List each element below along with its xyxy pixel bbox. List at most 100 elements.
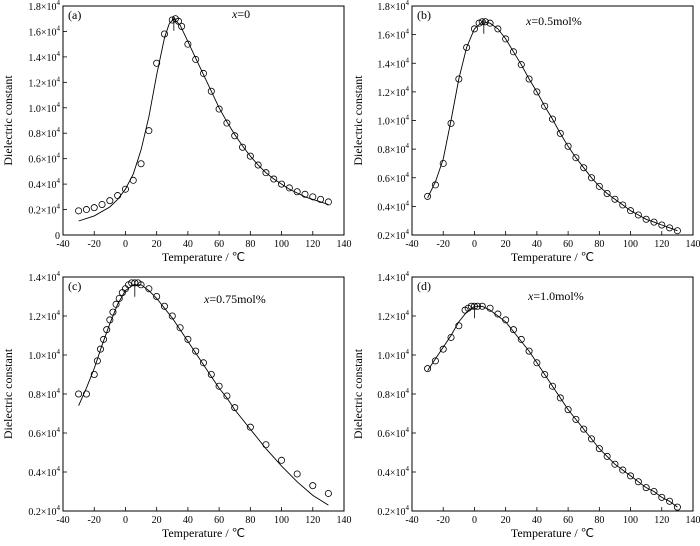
panel-label: (c) — [68, 279, 81, 293]
y-tick-label: 0.6×104 — [377, 426, 409, 440]
data-point — [90, 204, 98, 212]
data-point — [309, 482, 317, 490]
data-point — [278, 456, 286, 464]
data-point — [642, 215, 650, 223]
data-point — [114, 192, 122, 200]
composition-label: x=1.0mol% — [527, 289, 584, 303]
data-point — [223, 119, 231, 127]
data-point — [455, 75, 463, 83]
data-point — [564, 142, 572, 150]
composition-label: x=0.5mol% — [525, 14, 582, 28]
x-tick-label: 60 — [214, 239, 224, 250]
data-point — [90, 370, 98, 378]
y-tick-label: 0.4×104 — [377, 199, 409, 213]
x-tick-label: 120 — [305, 515, 320, 526]
data-point — [642, 484, 650, 492]
data-point — [580, 164, 588, 172]
data-point — [619, 466, 627, 474]
y-tick-label: 0.2×104 — [28, 504, 60, 518]
data-point — [447, 333, 455, 341]
y-tick-label: 0.6×104 — [28, 152, 60, 166]
y-tick-label: 1.4×104 — [28, 50, 60, 64]
data-point — [463, 44, 471, 52]
data-point — [153, 59, 161, 67]
x-tick-label: 20 — [501, 239, 511, 250]
data-point — [478, 18, 486, 26]
data-point — [595, 445, 603, 453]
data-point — [262, 441, 270, 449]
panel-1: -40 -20 0 20 40 60 80 100 120 140 0.2×104 0.4×104 0.… — [351, 0, 700, 264]
data-point — [486, 19, 494, 27]
data-point — [580, 425, 588, 433]
data-point — [246, 152, 254, 160]
data-point — [96, 345, 104, 353]
data-point — [207, 87, 215, 95]
y-tick-label: 0.4×104 — [377, 465, 409, 479]
y-tick-label: 0.8×104 — [377, 142, 409, 156]
y-tick-label: 1.8×104 — [28, 0, 60, 13]
data-point — [470, 25, 478, 33]
y-tick-label: 1.0×104 — [377, 114, 409, 128]
x-axis-title: Temperature / ℃ — [162, 526, 245, 540]
data-point — [658, 493, 666, 501]
data-point — [541, 102, 549, 110]
x-axis-title: Temperature / ℃ — [162, 250, 245, 264]
data-point — [533, 88, 541, 96]
x-tick-label: 120 — [305, 239, 320, 250]
y-tick-label: 1.2×104 — [377, 309, 409, 323]
plot-frame — [62, 5, 345, 236]
x-tick-label: 40 — [532, 239, 542, 250]
data-point — [285, 184, 293, 192]
data-point — [509, 326, 517, 334]
x-tick-label: 40 — [183, 239, 193, 250]
x-tick-label: -20 — [88, 515, 101, 526]
data-point — [293, 470, 301, 478]
x-tick-label: -40 — [56, 515, 69, 526]
y-tick-label: 0.2×104 — [377, 228, 409, 242]
x-tick-label: -40 — [405, 515, 418, 526]
data-point — [82, 206, 90, 214]
panel-3: -40 -20 0 20 40 60 80 100 120 140 0.2×104 0.4×104 0.… — [351, 270, 700, 540]
data-point — [658, 221, 666, 229]
x-axis-title: Temperature / ℃ — [511, 526, 594, 540]
data-point — [556, 129, 564, 137]
data-point — [178, 22, 186, 30]
data-point — [424, 192, 432, 200]
data-point — [549, 115, 557, 123]
x-tick-label: -20 — [88, 239, 101, 250]
data-point — [634, 478, 642, 486]
y-tick-label: 0.4×104 — [28, 177, 60, 191]
y-tick-label: 1.2×104 — [28, 309, 60, 323]
data-point — [509, 48, 517, 56]
data-point — [666, 497, 674, 505]
x-tick-label: 140 — [337, 239, 352, 250]
data-point — [424, 365, 432, 373]
plot-frame — [62, 276, 345, 512]
fit-curve — [78, 284, 329, 506]
data-point — [106, 197, 114, 205]
x-tick-label: 80 — [594, 515, 604, 526]
data-point — [176, 324, 184, 332]
data-point — [650, 218, 658, 226]
y-tick-label: 0.6×104 — [28, 426, 60, 440]
x-tick-label: -40 — [56, 239, 69, 250]
data-point — [611, 460, 619, 468]
x-tick-label: 60 — [563, 239, 573, 250]
data-point — [75, 207, 83, 215]
x-tick-label: 140 — [686, 515, 700, 526]
data-point — [145, 127, 153, 135]
x-tick-label: 60 — [563, 515, 573, 526]
y-tick-label: 1.0×104 — [377, 348, 409, 362]
data-point — [533, 359, 541, 367]
data-point — [549, 382, 557, 390]
plot-frame — [411, 5, 694, 236]
data-point — [270, 175, 278, 183]
data-point — [634, 211, 642, 219]
y-tick-label: 0.6×104 — [377, 171, 409, 185]
data-point — [611, 195, 619, 203]
data-point — [572, 415, 580, 423]
x-tick-label: 40 — [183, 515, 193, 526]
data-point — [215, 105, 223, 113]
x-tick-label: 0 — [472, 239, 477, 250]
